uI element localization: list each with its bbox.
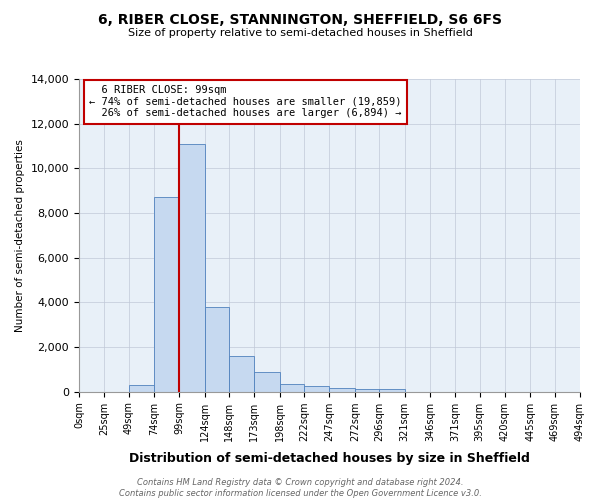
Bar bbox=[329, 388, 355, 392]
Bar bbox=[179, 144, 205, 392]
Bar bbox=[128, 385, 154, 392]
Bar bbox=[280, 384, 304, 392]
Bar bbox=[304, 386, 329, 392]
Y-axis label: Number of semi-detached properties: Number of semi-detached properties bbox=[15, 139, 25, 332]
Text: Size of property relative to semi-detached houses in Sheffield: Size of property relative to semi-detach… bbox=[128, 28, 472, 38]
Text: 6, RIBER CLOSE, STANNINGTON, SHEFFIELD, S6 6FS: 6, RIBER CLOSE, STANNINGTON, SHEFFIELD, … bbox=[98, 12, 502, 26]
Bar bbox=[229, 356, 254, 392]
Bar bbox=[154, 198, 179, 392]
X-axis label: Distribution of semi-detached houses by size in Sheffield: Distribution of semi-detached houses by … bbox=[129, 452, 530, 465]
Bar bbox=[205, 307, 229, 392]
Bar bbox=[254, 372, 280, 392]
Bar bbox=[355, 390, 379, 392]
Text: Contains HM Land Registry data © Crown copyright and database right 2024.
Contai: Contains HM Land Registry data © Crown c… bbox=[119, 478, 481, 498]
Bar bbox=[379, 390, 404, 392]
Text: 6 RIBER CLOSE: 99sqm
← 74% of semi-detached houses are smaller (19,859)
  26% of: 6 RIBER CLOSE: 99sqm ← 74% of semi-detac… bbox=[89, 86, 401, 118]
